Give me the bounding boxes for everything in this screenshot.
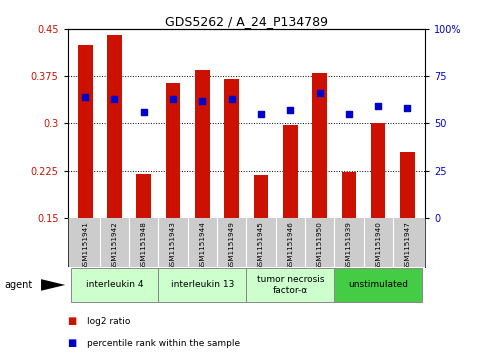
Point (140, 109, 148, 115)
Bar (166, 82, 181, 218)
Point (316, 90, 324, 96)
Bar (246, 268, 334, 302)
Bar (78, 45, 93, 218)
Bar (107, 35, 122, 218)
Bar (400, 152, 415, 218)
Point (286, 107, 294, 113)
Text: agent: agent (5, 280, 33, 290)
Text: unstimulated: unstimulated (348, 281, 408, 289)
Bar (254, 175, 268, 218)
Bar (195, 70, 210, 218)
Bar (283, 125, 298, 218)
Text: GSM1151942: GSM1151942 (112, 221, 117, 270)
Polygon shape (41, 279, 65, 291)
Text: GSM1151948: GSM1151948 (141, 221, 147, 270)
Point (345, 111, 353, 117)
Bar (158, 268, 246, 302)
Bar (341, 172, 356, 218)
Text: GSM1151940: GSM1151940 (375, 221, 381, 270)
Bar (137, 174, 151, 218)
Point (169, 96, 177, 102)
Bar (371, 123, 385, 218)
Text: GSM1151941: GSM1151941 (82, 221, 88, 270)
Bar (225, 79, 239, 218)
Point (81, 94, 89, 100)
Text: log2 ratio: log2 ratio (87, 317, 130, 326)
Point (404, 105, 412, 111)
Text: GSM1151939: GSM1151939 (346, 221, 352, 270)
Text: ■: ■ (68, 338, 77, 348)
Text: GSM1151947: GSM1151947 (404, 221, 411, 270)
Bar (312, 73, 327, 218)
Text: GSM1151944: GSM1151944 (199, 221, 205, 270)
Point (228, 96, 236, 102)
Text: GSM1151950: GSM1151950 (316, 221, 323, 270)
Text: GSM1151946: GSM1151946 (287, 221, 293, 270)
Text: GSM1151945: GSM1151945 (258, 221, 264, 270)
Text: ■: ■ (68, 316, 77, 326)
Text: percentile rank within the sample: percentile rank within the sample (87, 339, 240, 347)
Point (199, 98, 206, 104)
Text: interleukin 13: interleukin 13 (170, 281, 234, 289)
Bar (334, 268, 422, 302)
Point (257, 111, 265, 117)
Text: tumor necrosis
factor-α: tumor necrosis factor-α (256, 275, 324, 295)
Bar (71, 268, 158, 302)
Title: GDS5262 / A_24_P134789: GDS5262 / A_24_P134789 (165, 15, 328, 28)
Text: interleukin 4: interleukin 4 (86, 281, 143, 289)
Point (111, 96, 118, 102)
Text: GSM1151949: GSM1151949 (228, 221, 235, 270)
Text: GSM1151943: GSM1151943 (170, 221, 176, 270)
Point (374, 103, 382, 109)
